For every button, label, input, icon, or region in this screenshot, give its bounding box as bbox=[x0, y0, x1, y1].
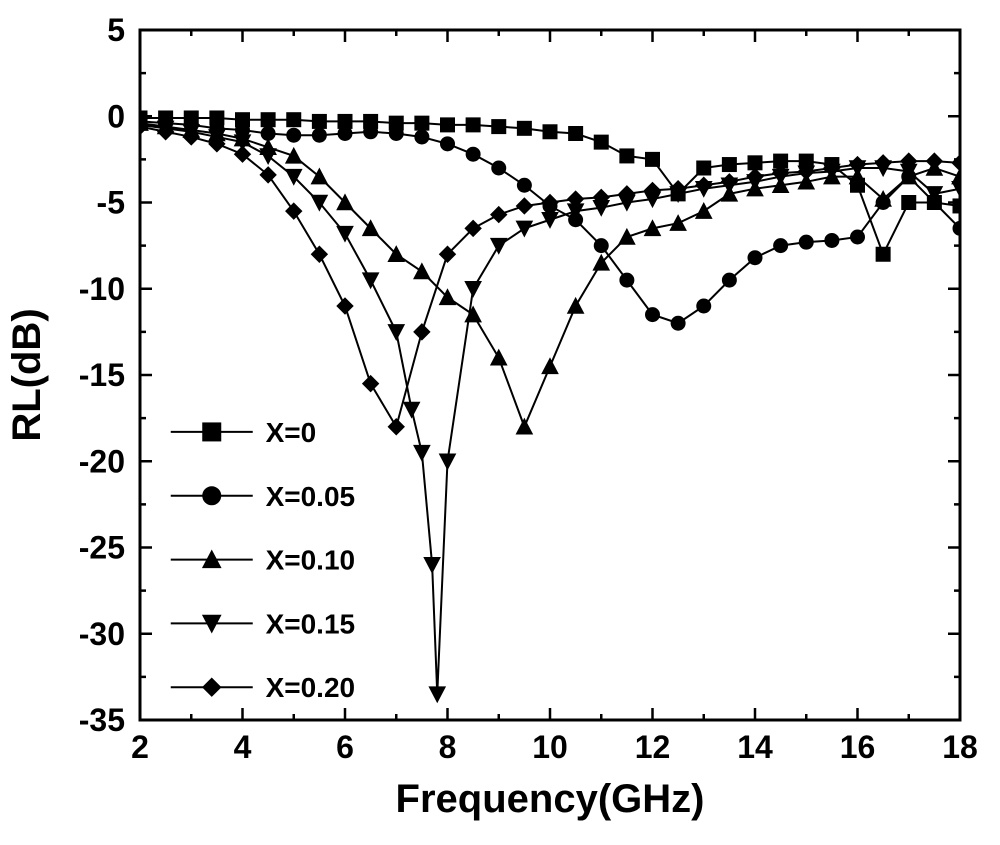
x-tick-label: 14 bbox=[737, 729, 773, 765]
chart-svg: 2 4 6 8 10 12 14 16 18 -35 -30 -25 -20 -15 -10 -5 0 5 Freq… bbox=[0, 0, 1000, 845]
series-x020 bbox=[132, 119, 968, 435]
legend-label-x010: X=0.10 bbox=[266, 545, 356, 576]
legend-label-x015: X=0.15 bbox=[266, 608, 356, 639]
y-tick-label: -10 bbox=[79, 271, 125, 307]
x-tick-label: 12 bbox=[635, 729, 671, 765]
x-axis-label: Frequency(GHz) bbox=[396, 777, 705, 821]
y-tick-label: 0 bbox=[107, 98, 125, 134]
x-tick-label: 2 bbox=[131, 729, 149, 765]
legend-label-x005: X=0.05 bbox=[266, 481, 356, 512]
x-tick-label: 10 bbox=[532, 729, 568, 765]
x-tick-label: 18 bbox=[942, 729, 978, 765]
y-tick-label: -25 bbox=[79, 530, 125, 566]
x-axis-ticks: 2 4 6 8 10 12 14 16 18 bbox=[131, 30, 978, 765]
legend-label-x0: X=0 bbox=[266, 417, 317, 448]
legend-label-x020: X=0.20 bbox=[266, 672, 356, 703]
y-tick-label: -35 bbox=[79, 702, 125, 738]
y-tick-label: -20 bbox=[79, 443, 125, 479]
x-tick-label: 6 bbox=[336, 729, 354, 765]
y-tick-label: -15 bbox=[79, 357, 125, 393]
y-tick-label: -5 bbox=[97, 185, 125, 221]
series-x010 bbox=[132, 115, 968, 434]
rl-vs-frequency-chart: 2 4 6 8 10 12 14 16 18 -35 -30 -25 -20 -15 -10 -5 0 5 Freq… bbox=[0, 0, 1000, 845]
x-tick-label: 16 bbox=[840, 729, 876, 765]
x-tick-label: 4 bbox=[234, 729, 252, 765]
x-tick-label: 8 bbox=[439, 729, 457, 765]
y-tick-label: 5 bbox=[107, 12, 125, 48]
y-axis-label: RL(dB) bbox=[5, 308, 49, 441]
y-tick-label: -30 bbox=[79, 616, 125, 652]
legend: X=0 X=0.05 X=0.10 X=0.15 X=0.20 bbox=[171, 417, 355, 703]
